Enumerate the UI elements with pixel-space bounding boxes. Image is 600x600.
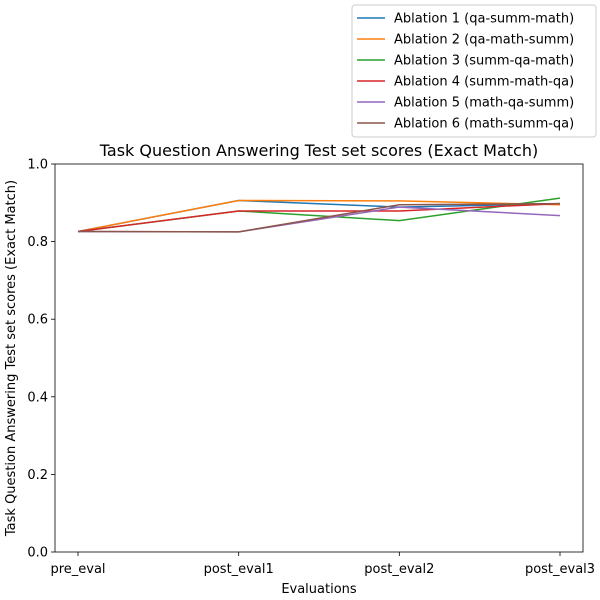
legend-label-1: Ablation 1 (qa-summ-math) — [394, 12, 574, 27]
series-line-6 — [77, 202, 561, 233]
legend-box — [351, 4, 597, 138]
x-axis-title: Evaluations — [281, 582, 357, 597]
legend-label-2: Ablation 2 (qa-math-summ) — [394, 33, 574, 48]
plot-area: 0.0 0.2 0.4 0.6 0.8 1.0 pre_eval post_eval1 post… — [27, 158, 595, 578]
legend-label-5: Ablation 5 (math-qa-summ) — [394, 96, 574, 111]
legend-label-4: Ablation 4 (summ-math-qa) — [394, 75, 574, 90]
series-line-2 — [77, 199, 561, 233]
y-tick-label: 0.2 — [27, 468, 48, 483]
x-tick-label: pre_eval — [50, 562, 105, 577]
y-tick-label: 0.6 — [27, 313, 48, 328]
x-tick-label: post_eval3 — [525, 562, 595, 577]
series-line-4 — [77, 202, 561, 233]
y-tick-label: 0.4 — [27, 390, 48, 405]
legend-label-3: Ablation 3 (summ-qa-math) — [394, 54, 574, 69]
legend-label-6: Ablation 6 (math-summ-qa) — [394, 117, 574, 132]
chart-title: Task Question Answering Test set scores … — [99, 141, 538, 160]
y-tick-label: 0.8 — [27, 235, 48, 250]
x-tick-label: post_eval1 — [204, 562, 274, 577]
y-axis-title: Task Question Answering Test set scores … — [4, 180, 19, 537]
y-tick-label: 0.0 — [27, 546, 48, 561]
legend: Ablation 1 (qa-summ-math) Ablation 2 (qa-… — [351, 4, 597, 138]
axes-frame — [54, 163, 584, 553]
y-tick-label: 1.0 — [27, 158, 48, 173]
x-tick-label: post_eval2 — [364, 562, 434, 577]
